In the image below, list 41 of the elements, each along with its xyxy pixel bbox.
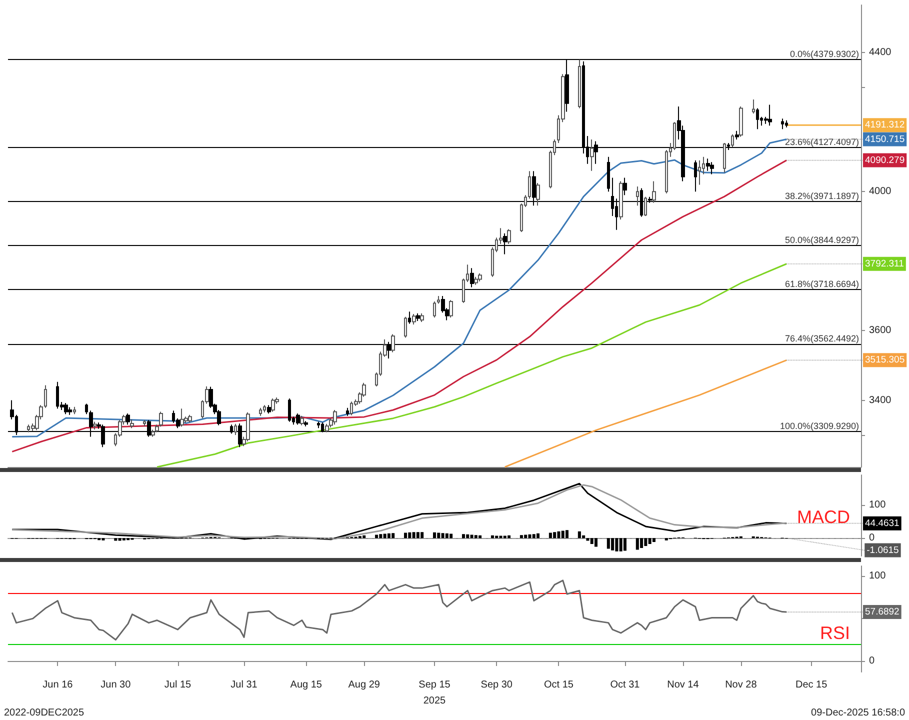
data-label: 4150.715 [865,134,905,145]
x-tick-label: Oct 31 [610,680,640,690]
x-axis-title: 2025 [423,696,446,706]
x-tick-label: Jul 31 [230,680,258,690]
y-tick-label: 0 [869,655,875,666]
x-tick-label: Oct 15 [544,680,574,690]
data-label: -1.0615 [866,544,899,556]
y-tick-label: 100 [869,499,886,510]
y-tick-label: 100 [869,570,886,582]
data-label: 4191.312 [865,120,905,131]
y-tick-label: 3600 [869,325,892,336]
x-tick-label: Dec 15 [795,680,828,690]
x-tick-label: Aug 15 [290,680,322,690]
x-tick-label: Nov 28 [725,680,758,690]
x-tick-label: Sep 30 [480,680,513,690]
y-tick-label: 4000 [869,186,892,198]
ref-line-label: 100.0%(3309.9290) [780,421,859,432]
text: MACD [797,506,850,527]
text: 2022-09DEC2025 [4,708,84,718]
x-tick-label: Jun 16 [42,680,74,690]
y-tick-label: 4400 [869,47,892,58]
ref-line-label: 61.8%(3718.6694) [784,278,859,289]
data-label: 3515.305 [865,354,905,366]
x-tick-label: Aug 29 [348,680,380,690]
ref-line-label: 0.0%(4379.9302) [790,49,859,60]
x-tick-label: Sep 15 [418,680,451,690]
ref-line-label: 23.6%(4127.4097) [784,136,859,147]
y-tick-label: 0 [869,532,875,544]
x-tick-label: Jul 15 [164,680,192,690]
text: RSI [820,622,850,643]
data-label: 57.6892 [865,606,900,618]
text: 09-Dec-2025 16:58:0 [811,708,906,718]
ref-line-label: 76.4%(3562.4492) [784,333,859,344]
y-tick-label: 3400 [869,394,892,406]
x-tick-label: Nov 14 [667,680,700,690]
ref-line-label: 38.2%(3971.1897) [784,191,859,202]
x-tick-label: Jun 30 [100,680,132,690]
data-label: 44.4631 [865,518,900,529]
ref-line-label: 50.0%(3844.9297) [784,235,859,246]
data-label: 3792.311 [865,258,904,270]
data-label: 4090.279 [865,154,905,166]
